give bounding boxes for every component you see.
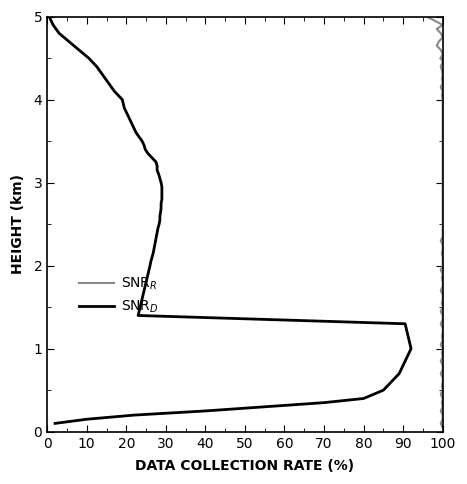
SNR$_R$ bbox=[438, 342, 444, 348]
SNR$_R$ bbox=[440, 234, 446, 240]
SNR$_D$ bbox=[52, 421, 58, 426]
SNR$_D$ bbox=[131, 412, 137, 418]
SNR$_R$ bbox=[424, 14, 430, 19]
SNR$_D$ bbox=[139, 138, 145, 144]
SNR$_R$ bbox=[440, 34, 446, 40]
SNR$_D$ bbox=[154, 234, 159, 240]
Y-axis label: HEIGHT (km): HEIGHT (km) bbox=[11, 174, 25, 274]
SNR$_D$ bbox=[381, 387, 386, 393]
SNR$_D$ bbox=[153, 238, 158, 243]
SNR$_R$ bbox=[439, 250, 445, 256]
X-axis label: DATA COLLECTION RATE (%): DATA COLLECTION RATE (%) bbox=[135, 459, 354, 473]
Line: SNR$_R$: SNR$_R$ bbox=[427, 16, 443, 427]
Legend: SNR$_R$, SNR$_D$: SNR$_R$, SNR$_D$ bbox=[74, 270, 164, 321]
SNR$_R$ bbox=[432, 18, 438, 24]
SNR$_D$ bbox=[142, 142, 147, 148]
Line: SNR$_D$: SNR$_D$ bbox=[49, 16, 411, 424]
SNR$_R$ bbox=[440, 424, 446, 430]
SNR$_D$ bbox=[46, 14, 52, 19]
SNR$_R$ bbox=[438, 358, 444, 364]
